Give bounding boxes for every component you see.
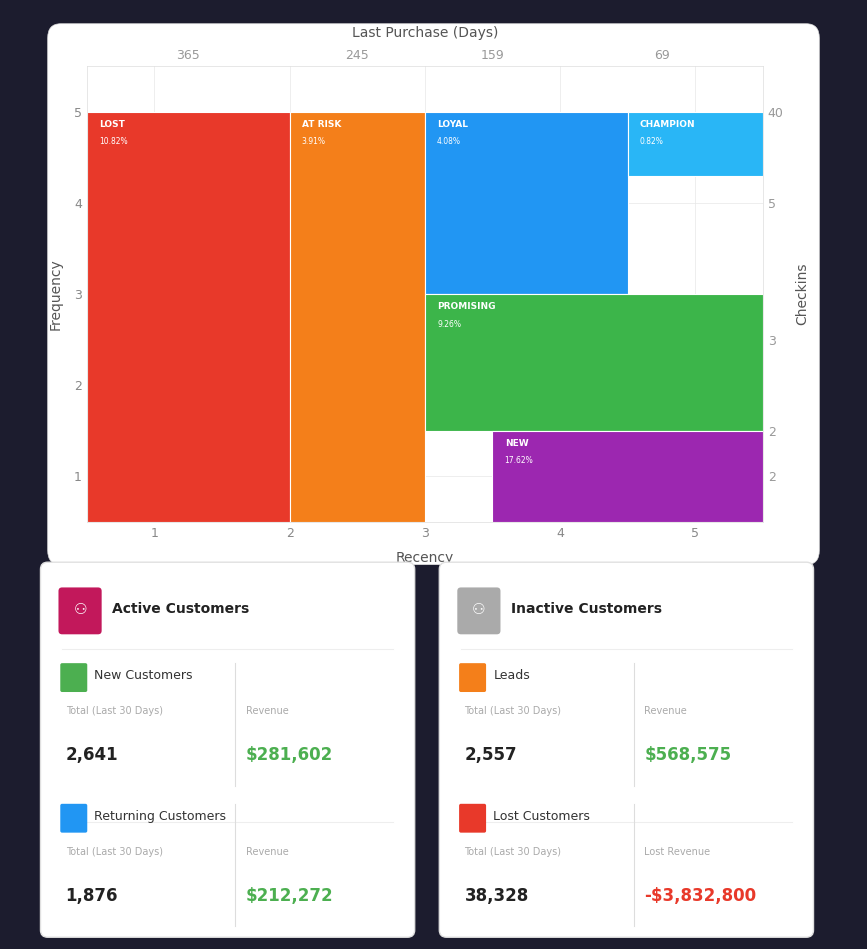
Text: Total (Last 30 Days): Total (Last 30 Days) xyxy=(66,847,163,857)
Text: Total (Last 30 Days): Total (Last 30 Days) xyxy=(66,706,163,716)
FancyBboxPatch shape xyxy=(440,562,813,938)
FancyBboxPatch shape xyxy=(58,587,101,634)
Text: Total (Last 30 Days): Total (Last 30 Days) xyxy=(465,706,562,716)
Bar xyxy=(425,112,628,294)
Text: 0.82%: 0.82% xyxy=(640,138,664,146)
Text: 1,876: 1,876 xyxy=(66,886,118,904)
FancyBboxPatch shape xyxy=(61,804,88,832)
Text: Active Customers: Active Customers xyxy=(113,602,250,616)
Bar xyxy=(87,112,290,522)
Text: 3.91%: 3.91% xyxy=(302,138,326,146)
Text: ⚇: ⚇ xyxy=(73,602,87,617)
Text: $568,575: $568,575 xyxy=(644,746,732,764)
Bar xyxy=(628,112,763,176)
Text: 2,641: 2,641 xyxy=(66,746,118,764)
FancyBboxPatch shape xyxy=(460,804,486,832)
Text: Total (Last 30 Days): Total (Last 30 Days) xyxy=(465,847,562,857)
Bar xyxy=(290,112,425,522)
Text: ⚇: ⚇ xyxy=(472,602,486,617)
FancyBboxPatch shape xyxy=(61,663,88,692)
Text: CHAMPION: CHAMPION xyxy=(640,121,695,129)
Text: Revenue: Revenue xyxy=(245,847,289,857)
X-axis label: Recency: Recency xyxy=(395,551,454,565)
Text: New Customers: New Customers xyxy=(95,669,193,682)
Text: 10.82%: 10.82% xyxy=(99,138,127,146)
Text: 9.26%: 9.26% xyxy=(437,320,461,328)
FancyBboxPatch shape xyxy=(41,562,414,938)
Text: NEW: NEW xyxy=(505,439,528,448)
Text: 4.08%: 4.08% xyxy=(437,138,461,146)
Y-axis label: Frequency: Frequency xyxy=(49,258,62,330)
Text: -$3,832,800: -$3,832,800 xyxy=(644,886,757,904)
Text: LOST: LOST xyxy=(99,121,125,129)
Text: 17.62%: 17.62% xyxy=(505,456,533,465)
Text: AT RISK: AT RISK xyxy=(302,121,341,129)
Text: Leads: Leads xyxy=(493,669,530,682)
FancyBboxPatch shape xyxy=(460,663,486,692)
Text: Revenue: Revenue xyxy=(644,706,688,716)
Text: Returning Customers: Returning Customers xyxy=(95,809,226,823)
Text: $212,272: $212,272 xyxy=(245,886,333,904)
Text: LOYAL: LOYAL xyxy=(437,121,468,129)
Text: PROMISING: PROMISING xyxy=(437,303,496,311)
Text: 2,557: 2,557 xyxy=(465,746,517,764)
Bar xyxy=(492,431,763,522)
Text: 38,328: 38,328 xyxy=(465,886,529,904)
Text: Lost Customers: Lost Customers xyxy=(493,809,590,823)
FancyBboxPatch shape xyxy=(457,587,500,634)
Text: Revenue: Revenue xyxy=(245,706,289,716)
Y-axis label: Checkins: Checkins xyxy=(795,263,809,326)
Text: $281,602: $281,602 xyxy=(245,746,333,764)
Bar xyxy=(425,294,763,431)
Text: Lost Revenue: Lost Revenue xyxy=(644,847,711,857)
Text: Inactive Customers: Inactive Customers xyxy=(512,602,662,616)
X-axis label: Last Purchase (Days): Last Purchase (Days) xyxy=(352,27,498,41)
